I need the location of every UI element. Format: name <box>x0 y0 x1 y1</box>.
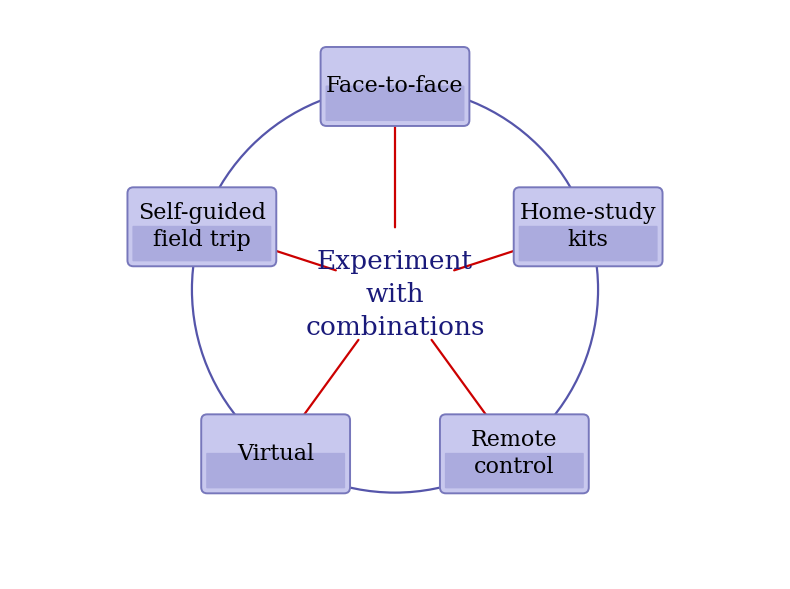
FancyBboxPatch shape <box>206 453 345 488</box>
Text: Remote
control: Remote control <box>471 429 558 478</box>
Text: Self-guided
field trip: Self-guided field trip <box>138 202 266 252</box>
FancyBboxPatch shape <box>325 85 465 121</box>
FancyBboxPatch shape <box>133 226 271 262</box>
Text: Face-to-face: Face-to-face <box>326 75 464 98</box>
FancyBboxPatch shape <box>445 453 584 488</box>
FancyBboxPatch shape <box>127 187 276 266</box>
FancyBboxPatch shape <box>440 414 589 494</box>
Text: Experiment
with
combinations: Experiment with combinations <box>305 249 485 340</box>
FancyBboxPatch shape <box>519 226 657 262</box>
Text: Home-study
kits: Home-study kits <box>520 202 656 252</box>
Text: Virtual: Virtual <box>237 443 314 465</box>
FancyBboxPatch shape <box>514 187 663 266</box>
FancyBboxPatch shape <box>201 414 350 494</box>
FancyBboxPatch shape <box>321 47 469 126</box>
